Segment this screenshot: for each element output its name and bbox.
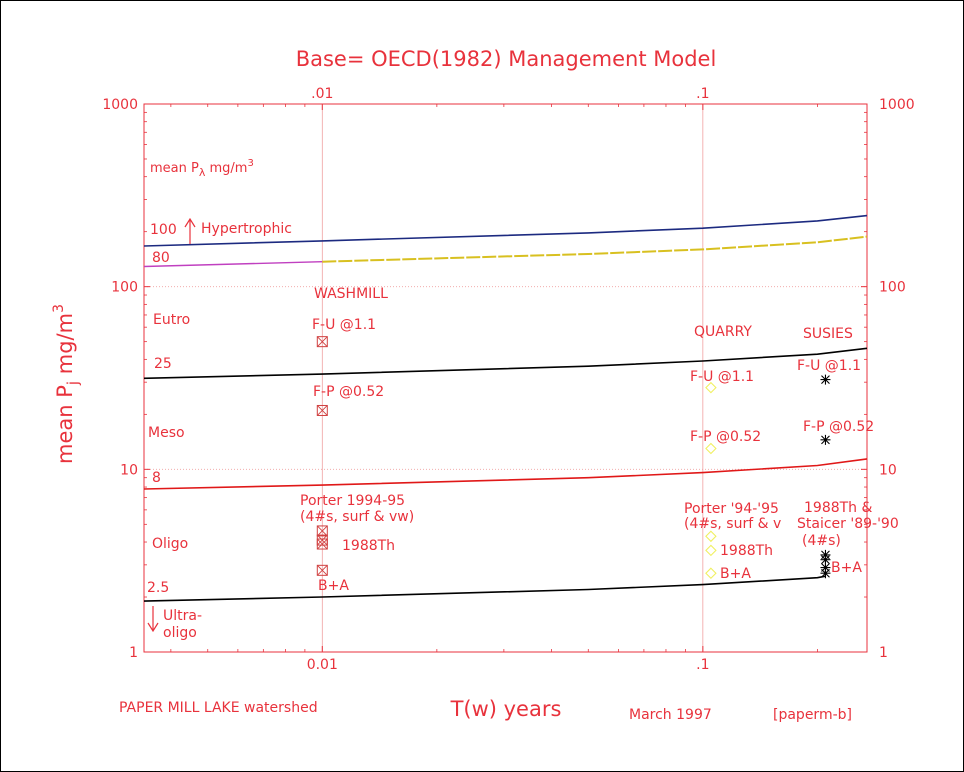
legend-label-main: mean P	[150, 161, 199, 176]
washmill-fu: F-U @1.1	[312, 317, 376, 333]
footer-code: [paperm-b]	[773, 707, 852, 723]
zone-ultra-oligo-2: oligo	[163, 625, 197, 641]
washmill-porter-1: Porter 1994-95	[300, 493, 405, 509]
zone-oligo: Oligo	[152, 536, 188, 552]
washmill-marker-x-1	[316, 405, 328, 416]
susies-th-2: Staicer '89-'90	[797, 516, 899, 532]
curve-boundary-80-left	[143, 261, 323, 268]
washmill-marker-1	[316, 404, 328, 416]
boundary-label-25: 25	[154, 356, 172, 372]
susies-marker-0	[820, 374, 831, 385]
susies-marker-4	[820, 562, 831, 573]
washmill-marker-x-5	[316, 565, 328, 576]
y-tick-label-right-1: 10	[879, 462, 897, 478]
arrow-down-icon	[147, 606, 159, 633]
curve-boundary-2-5	[143, 575, 826, 602]
lake-markers	[316, 336, 831, 579]
boundary-label-8: 8	[152, 470, 161, 486]
washmill-marker-x-3	[316, 534, 328, 546]
susies-annotations: SUSIES F-U @1.1 F-P @0.52 1988Th & Staic…	[797, 326, 899, 576]
y-tick-label-right-3: 1000	[879, 97, 915, 113]
washmill-marker-x-2	[316, 525, 328, 537]
legend-label-sup: 3	[247, 158, 253, 169]
boundary-label-100: 100	[150, 222, 177, 238]
legend-label-sub: λ	[199, 166, 206, 179]
footer-watershed: PAPER MILL LAKE watershed	[119, 700, 318, 716]
quarry-fu: F-U @1.1	[690, 369, 754, 385]
y-tick-label-right-0: 1	[879, 645, 888, 661]
x-tick-label-top-1: .1	[696, 86, 709, 102]
susies-marker-1	[820, 434, 831, 445]
susies-marker-5	[820, 568, 831, 579]
susies-th-1: 1988Th &	[804, 500, 873, 516]
quarry-porter-2: (4#s, surf & v	[684, 516, 781, 532]
y-axis-label-sup: 3	[51, 304, 67, 313]
washmill-porter-2: (4#s, surf & vw)	[300, 509, 414, 525]
chart-title: Base= OECD(1982) Management Model	[296, 47, 717, 71]
curve-boundary-80-right	[322, 235, 868, 263]
y-tick-label-left-1: 10	[120, 462, 138, 478]
x-axis-label: T(w) years	[450, 697, 562, 721]
washmill-th: 1988Th	[342, 538, 395, 554]
axis-ticks: 1 1 10 10 100 100 1000 1000 0.01 .01 .1 .1	[102, 86, 914, 673]
quarry-marker-4	[705, 567, 717, 579]
zone-hypertrophic: Hypertrophic	[201, 221, 292, 237]
footer-date: March 1997	[629, 707, 712, 723]
boundary-label-80: 80	[152, 250, 170, 266]
trophic-boundary-curves	[143, 214, 868, 602]
curve-boundary-100	[143, 214, 868, 247]
washmill-marker-5	[316, 564, 328, 576]
susies-ba: B+A	[831, 560, 862, 576]
quarry-marker-1	[705, 442, 717, 455]
susies-fu: F-U @1.1	[797, 358, 861, 374]
washmill-marker-x-4	[316, 538, 328, 550]
boundary-label-2-5: 2.5	[147, 580, 169, 596]
y-axis-label-sub: j	[64, 381, 82, 386]
y-axis-label-units: mg/m	[53, 313, 77, 381]
washmill-fp: F-P @0.52	[313, 384, 384, 400]
legend-label: mean Pλ mg/m3	[150, 158, 254, 179]
x-tick-label-bottom-1: .1	[696, 657, 709, 673]
plot-area	[143, 103, 868, 653]
washmill-title: WASHMILL	[314, 286, 388, 302]
washmill-marker-x-0	[316, 336, 328, 347]
zone-eutro: Eutro	[153, 312, 190, 328]
y-axis-label: mean Pj mg/m3	[51, 304, 82, 464]
zone-meso: Meso	[148, 425, 185, 441]
quarry-marker-2	[705, 530, 717, 543]
legend-label-units: mg/m	[205, 161, 247, 176]
y-tick-label-right-2: 100	[879, 280, 906, 296]
curve-boundary-8	[143, 458, 868, 490]
washmill-marker-2	[316, 525, 328, 537]
footer: PAPER MILL LAKE watershed March 1997 [pa…	[119, 700, 852, 723]
y-tick-label-left-2: 100	[111, 280, 138, 296]
y-tick-label-left-3: 1000	[102, 97, 138, 113]
washmill-ba: B+A	[318, 578, 349, 594]
y-tick-label-left-0: 1	[129, 645, 138, 661]
y-axis-label-main: mean P	[53, 385, 77, 464]
x-tick-label-top-0: .01	[311, 86, 333, 102]
x-tick-label-bottom-0: 0.01	[307, 657, 338, 673]
susies-title: SUSIES	[803, 326, 853, 342]
arrow-up-icon	[184, 217, 196, 244]
quarry-marker-0	[705, 381, 717, 394]
quarry-fp: F-P @0.52	[690, 429, 761, 445]
zone-ultra-oligo-1: Ultra-	[163, 608, 202, 624]
susies-marker-3	[820, 554, 831, 565]
curve-boundary-25	[143, 347, 868, 380]
susies-th-3: (4#s)	[802, 533, 841, 549]
washmill-marker-4	[316, 538, 328, 550]
zone-labels: 100 Hypertrophic 80 Eutro 25 Meso 8 Olig…	[147, 217, 292, 641]
quarry-porter-1: Porter '94-'95	[684, 501, 779, 517]
washmill-annotations: WASHMILL F-U @1.1 F-P @0.52 Porter 1994-…	[300, 286, 414, 594]
washmill-marker-0	[316, 336, 328, 348]
susies-fp: F-P @0.52	[803, 419, 874, 435]
quarry-th: 1988Th	[720, 543, 773, 559]
gridlines	[144, 104, 867, 652]
quarry-ba: B+A	[720, 566, 751, 582]
quarry-title: QUARRY	[694, 324, 752, 340]
quarry-annotations: QUARRY F-U @1.1 F-P @0.52 Porter '94-'95…	[684, 324, 781, 582]
quarry-marker-3	[705, 544, 717, 557]
